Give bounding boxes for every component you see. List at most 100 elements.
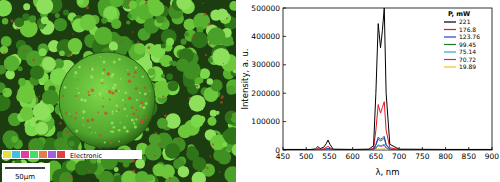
particle [165, 143, 180, 158]
sphere-speck [83, 124, 85, 126]
particle [229, 40, 234, 45]
sphere-speck [113, 126, 116, 129]
sphere-speck [140, 102, 143, 105]
sphere-speck [135, 67, 137, 69]
sphere-speck [65, 112, 67, 114]
sphere-speck [120, 78, 122, 80]
particle [153, 164, 166, 177]
particle [0, 46, 8, 54]
red-speck [32, 58, 35, 61]
particle [208, 117, 217, 126]
particle [199, 68, 210, 79]
red-speck [192, 36, 195, 39]
legend-swatch [444, 66, 456, 67]
x-tick-label: 850 [462, 152, 477, 161]
sphere-speck [102, 106, 104, 108]
sphere-speck [145, 102, 148, 105]
sphere-speck [125, 104, 126, 105]
sphere-speck [103, 60, 106, 63]
particle [191, 32, 208, 49]
particle [227, 113, 232, 118]
particle [59, 51, 65, 57]
particle [129, 1, 137, 9]
sphere-speck [84, 99, 87, 102]
particle [135, 171, 149, 182]
element-tile [39, 151, 47, 158]
sphere-speck [111, 91, 114, 94]
particle [166, 73, 173, 80]
sphere-speck [100, 56, 101, 57]
red-speck [223, 63, 224, 64]
sphere-speck [131, 106, 134, 109]
sphere-speck [142, 76, 144, 78]
sphere-speck [133, 76, 135, 78]
red-speck [209, 42, 211, 44]
sphere-speck [75, 95, 77, 97]
particle [134, 43, 146, 55]
sphere-speck [144, 92, 147, 95]
red-speck [121, 7, 122, 8]
sphere-speck [102, 82, 104, 84]
element-tile [12, 151, 20, 158]
sphere-speck [110, 142, 113, 145]
series-group [283, 8, 492, 150]
particle [191, 115, 204, 128]
particle [2, 88, 12, 98]
x-tick-label: 650 [369, 152, 384, 161]
particle [172, 61, 177, 66]
sphere-speck [144, 87, 147, 90]
sphere-speck [142, 106, 145, 109]
x-tick-label: 500 [299, 152, 314, 161]
particle [144, 43, 156, 55]
particle [212, 48, 230, 66]
particle [110, 0, 124, 7]
particle [210, 110, 217, 117]
legend-label: Electronic [70, 152, 102, 160]
sphere-speck [104, 141, 106, 143]
sphere-speck [112, 111, 114, 113]
sphere-speck [110, 131, 112, 133]
sphere-speck [123, 126, 126, 129]
red-speck [33, 20, 35, 22]
micrograph: Electronic50μm [0, 0, 236, 182]
sphere-speck [103, 69, 105, 71]
particle [63, 10, 69, 16]
legend: P, mW221176.8123.7699.4575.1470.7219.89 [444, 10, 480, 70]
series-line [283, 138, 492, 150]
sphere-speck [113, 83, 116, 86]
particle [2, 18, 8, 24]
y-tick-label: 100000 [251, 117, 280, 126]
particle [127, 14, 132, 19]
sphere-speck [128, 96, 132, 100]
sphere-speck [104, 112, 107, 115]
sphere-speck [137, 127, 138, 128]
particle [189, 95, 206, 112]
red-speck [3, 91, 5, 93]
sphere-speck [95, 132, 96, 133]
red-speck [68, 175, 71, 178]
red-speck [206, 167, 209, 170]
sphere-speck [69, 113, 70, 114]
y-tick-label: 200000 [251, 89, 280, 98]
red-speck [202, 3, 203, 4]
element-tile [30, 151, 38, 158]
particle [11, 136, 18, 143]
sphere-speck [145, 96, 146, 97]
legend-swatch [444, 51, 456, 52]
y-axis-label: Intensity, a. u. [240, 48, 250, 109]
y-tick-label: 500000 [251, 4, 280, 13]
particle [207, 78, 213, 84]
red-speck [38, 95, 40, 97]
particle [18, 66, 23, 71]
sphere-speck [110, 75, 113, 78]
sphere-speck [120, 122, 121, 123]
red-speck [152, 169, 154, 171]
particle [148, 0, 164, 16]
particle [229, 1, 236, 11]
particle [39, 24, 45, 30]
sphere-speck [75, 129, 78, 132]
x-tick-label: 600 [346, 152, 361, 161]
sphere-speck [78, 92, 80, 94]
red-speck [169, 177, 172, 180]
red-speck [28, 148, 30, 150]
